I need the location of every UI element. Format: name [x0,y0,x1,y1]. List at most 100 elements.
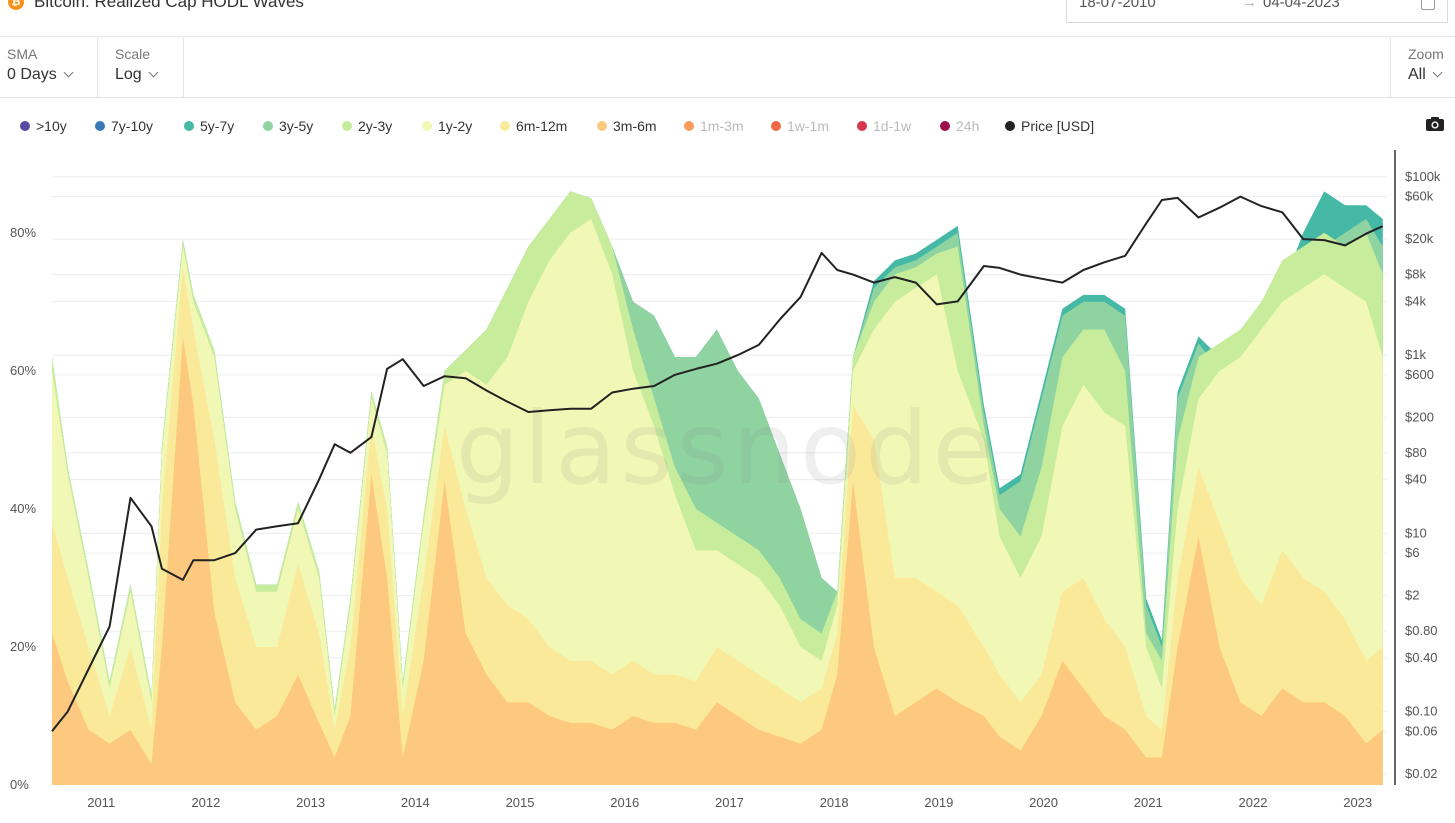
y-tick-left: 60% [10,363,36,378]
legend-dot-icon [857,121,867,131]
legend-label: Price [USD] [1021,118,1095,134]
top-bar: ₿ Bitcoin: Realized Cap HODL Waves 18-07… [0,0,1455,37]
legend-item[interactable]: 6m-12m [500,118,567,134]
legend-label: 7y-10y [111,118,154,134]
legend-dot-icon [597,121,607,131]
y-tick-right: $600 [1405,367,1434,382]
divider [183,37,184,97]
sma-label: SMA [7,46,38,62]
legend-label: 5y-7y [200,118,235,134]
price-line [51,195,1384,732]
divider [1390,37,1391,97]
legend-dot-icon [1005,121,1015,131]
legend-dot-icon [684,121,694,131]
legend-dot-icon [771,121,781,131]
y-tick-right: $0.80 [1405,623,1438,638]
title-wrap: ₿ Bitcoin: Realized Cap HODL Waves [8,0,304,12]
sma-value-wrap[interactable]: 0 Days [7,66,74,84]
zoom-value[interactable]: All [1408,66,1426,83]
scale-select[interactable]: Scale Log [115,37,185,97]
page-title: Bitcoin: Realized Cap HODL Waves [34,0,304,11]
legend-dot-icon [422,121,432,131]
legend-item[interactable]: 3y-5y [263,118,313,134]
y-tick-right: $1k [1405,347,1426,362]
y-tick-right: $8k [1405,267,1426,282]
y-tick-right: $100k [1405,169,1441,184]
legend-item[interactable]: 1d-1w [857,118,911,134]
chart-legend: >10y 7y-10y 5y-7y 3y-5y 2y-3y 1y-2y 6m-12m 3m-6… [0,112,1455,140]
sma-select[interactable]: SMA 0 Days [7,37,97,97]
x-tick: 2017 [715,795,744,810]
legend-label: 3y-5y [279,118,314,134]
sma-value[interactable]: 0 Days [7,66,57,83]
y-tick-right: $2 [1405,588,1419,603]
legend-label: >10y [36,118,67,134]
date-range-picker[interactable]: 18-07-2010 → 04-04-2023 [1066,0,1448,23]
y-tick-left: 20% [10,639,36,654]
zoom-value-wrap[interactable]: All [1408,66,1443,84]
legend-dot-icon [263,121,273,131]
legend-item[interactable]: 24h [940,118,979,134]
legend-dot-icon [500,121,510,131]
watermark: glassnode [456,390,998,507]
legend-item[interactable]: 1m-3m [684,118,744,134]
chevron-down-icon [63,67,74,78]
hodl-waves-chart: glassnode 0% 20% 40% 60% 80% $100k $60k $20k $8k $… [10,150,1441,810]
y-tick-right: $6 [1405,545,1419,560]
x-tick: 2022 [1239,795,1268,810]
legend-label: 2y-3y [358,118,393,134]
x-tick: 2012 [191,795,220,810]
legend-dot-icon [95,121,105,131]
x-tick: 2011 [87,795,115,810]
x-tick: 2020 [1029,795,1058,810]
y-tick-right: $60k [1405,189,1434,204]
camera-icon[interactable] [1425,116,1445,132]
legend-item[interactable]: 2y-3y [342,118,392,134]
y-tick-left: 40% [10,501,36,516]
y-tick-right: $10 [1405,525,1427,540]
y-tick-right: $4k [1405,293,1426,308]
legend-label: 1w-1m [787,118,830,134]
legend-label: 1d-1w [873,118,912,134]
y-tick-right: $0.06 [1405,723,1438,738]
scale-value[interactable]: Log [115,66,142,83]
date-start[interactable]: 18-07-2010 [1079,0,1156,11]
legend-item[interactable]: >10y [20,118,67,134]
legend-label: 24h [956,118,980,134]
legend-label: 6m-12m [516,118,568,134]
legend-dot-icon [940,121,950,131]
legend-dot-icon [20,121,30,131]
legend-item[interactable]: 1y-2y [422,118,472,134]
area-3m-6m [52,336,1383,785]
legend-item[interactable]: Price [USD] [1005,118,1094,134]
calendar-icon[interactable] [1421,0,1435,10]
bitcoin-icon: ₿ [8,0,24,10]
x-tick: 2018 [820,795,849,810]
zoom-select[interactable]: Zoom All [1408,37,1455,97]
y-tick-right: $80 [1405,445,1427,460]
scale-value-wrap[interactable]: Log [115,66,159,84]
legend-item[interactable]: 1w-1m [771,118,829,134]
zoom-label: Zoom [1408,46,1444,62]
x-tick: 2021 [1134,795,1163,810]
legend-dot-icon [342,121,352,131]
legend-item[interactable]: 5y-7y [184,118,234,134]
legend-label: 3m-6m [613,118,657,134]
y-tick-right: $20k [1405,231,1434,246]
divider [97,37,98,97]
legend-label: 1m-3m [700,118,744,134]
date-arrow-icon: → [1242,0,1257,11]
y-tick-right: $0.02 [1405,766,1438,781]
y-tick-left: 80% [10,225,36,240]
x-tick: 2019 [924,795,953,810]
date-end[interactable]: 04-04-2023 [1263,0,1340,11]
y-tick-right: $40 [1405,472,1427,487]
y-tick-right: $200 [1405,409,1434,424]
chart-controls: SMA 0 Days Scale Log Zoom All [0,37,1455,98]
legend-dot-icon [184,121,194,131]
y-tick-left: 0% [10,777,29,792]
legend-item[interactable]: 7y-10y [95,118,153,134]
x-tick: 2014 [401,795,430,810]
legend-item[interactable]: 3m-6m [597,118,657,134]
y-tick-right: $0.40 [1405,650,1438,665]
